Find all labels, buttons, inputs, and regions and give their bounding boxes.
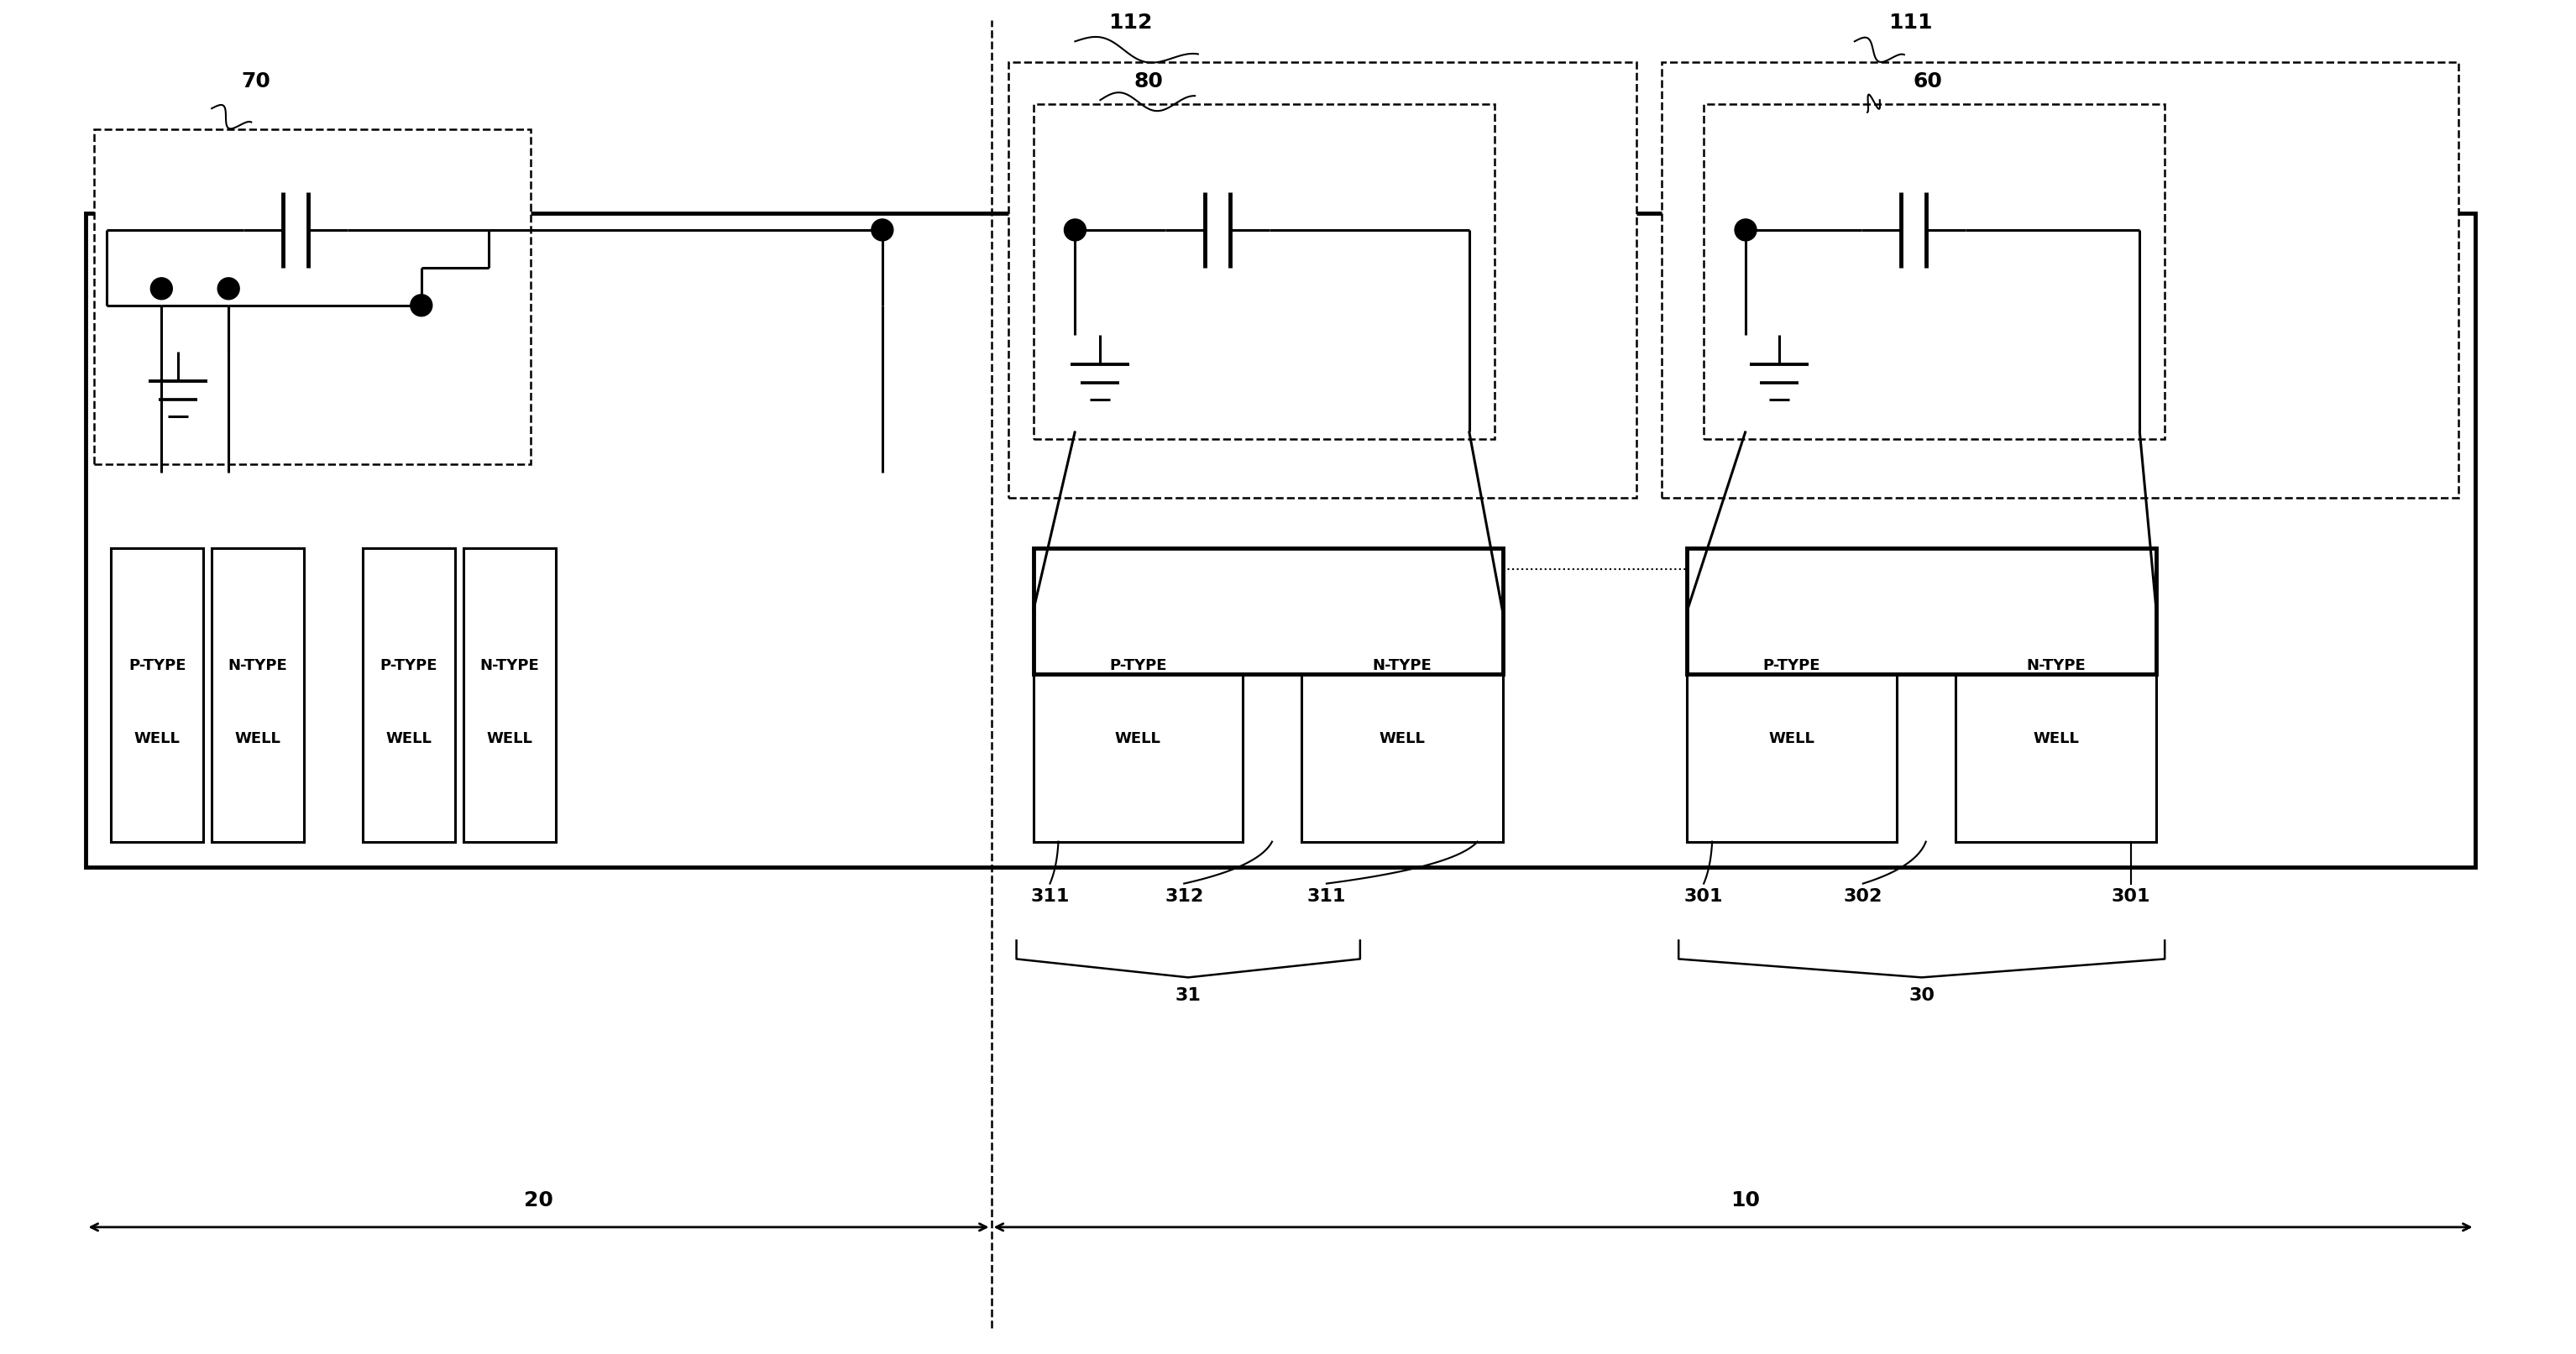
Bar [1033,548,1502,674]
Bar [85,213,2476,867]
Text: WELL: WELL [487,731,533,746]
Circle shape [410,294,433,317]
Text: 80: 80 [1133,72,1162,92]
Text: 111: 111 [1888,12,1932,32]
Circle shape [1734,219,1757,241]
Text: WELL: WELL [386,731,433,746]
Text: P-TYPE: P-TYPE [381,658,438,673]
Circle shape [216,278,240,299]
Text: 301: 301 [1685,888,1723,904]
Bar [211,548,304,842]
Bar [1687,548,2156,674]
Bar [1007,62,1636,498]
Bar [1033,104,1494,440]
Bar [1662,62,2458,498]
Text: 311: 311 [1306,888,1347,904]
Text: P-TYPE: P-TYPE [1110,658,1167,673]
Bar [1033,548,1242,842]
Text: WELL: WELL [1378,731,1425,746]
Bar [1687,548,1896,842]
Text: WELL: WELL [1115,731,1162,746]
Circle shape [871,219,894,241]
Bar [1703,104,2164,440]
Text: 311: 311 [1030,888,1069,904]
Bar [1955,548,2156,842]
Text: 70: 70 [242,72,270,92]
Text: WELL: WELL [234,731,281,746]
Circle shape [1064,219,1087,241]
Bar [111,548,204,842]
Text: 10: 10 [1731,1190,1759,1210]
Bar [464,548,556,842]
Text: N-TYPE: N-TYPE [2027,658,2087,673]
Text: 31: 31 [1175,987,1200,1005]
Text: P-TYPE: P-TYPE [1762,658,1821,673]
Text: 60: 60 [1914,72,1942,92]
Bar [1301,548,1502,842]
Text: N-TYPE: N-TYPE [1373,658,1432,673]
Bar [95,130,531,464]
Text: 301: 301 [2112,888,2151,904]
Text: 312: 312 [1164,888,1203,904]
Text: 20: 20 [523,1190,554,1210]
Text: WELL: WELL [1770,731,1814,746]
Circle shape [149,278,173,299]
Bar [363,548,456,842]
Text: WELL: WELL [2032,731,2079,746]
Text: 30: 30 [1909,987,1935,1005]
Text: WELL: WELL [134,731,180,746]
Text: 302: 302 [1844,888,1883,904]
Text: 112: 112 [1108,12,1151,32]
Text: N-TYPE: N-TYPE [479,658,538,673]
Text: N-TYPE: N-TYPE [229,658,289,673]
Text: P-TYPE: P-TYPE [129,658,185,673]
